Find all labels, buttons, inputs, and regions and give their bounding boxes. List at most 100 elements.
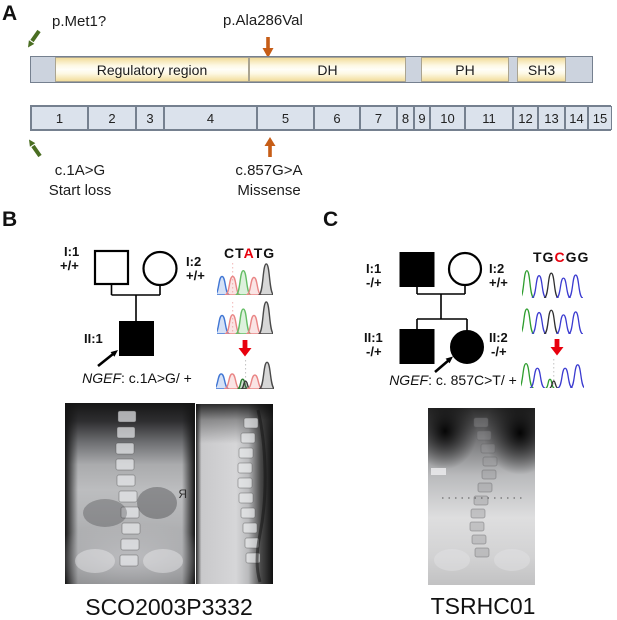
orange-arrow-down-icon [262,37,274,58]
mutation-label-missense: c.857G>A Missense [219,161,319,201]
exon-number: 1 [55,110,64,126]
chromatogram-c-trace-mutant [518,357,586,393]
panel-c-label: C [323,208,339,231]
pedigree-c-mother-genotype: +/+ [489,275,508,290]
pedigree-c-son-id: II:1 [364,330,383,345]
pedigree-b-mother-id: I:2 [186,254,202,269]
exon-number: 10 [440,110,455,126]
mutation-code: c.857G>A [235,162,303,179]
panel-a-label: A [2,2,18,25]
exon-number: 14 [569,110,584,126]
xray-side-marker: Я [178,487,187,501]
red-arrow-down-icon [238,340,252,357]
gene-annotation-b: NGEF: c.1A>G/ + [57,370,217,386]
exon-7: 7 [360,106,397,130]
domain-ph: PH [421,57,509,82]
chromatogram-c-sequence: TGCGG [533,249,589,265]
exon-2: 2 [88,106,136,130]
gene-symbol: NGEF [389,372,429,388]
protein-annotation-start-loss: p.Met1? [52,13,107,30]
exon-number: 12 [518,110,533,126]
domain-label: PH [455,61,475,78]
pedigree-b-proband-symbol [119,321,154,356]
green-arrow-up-left-icon [29,139,42,158]
exon-number: 3 [146,110,154,126]
domain-label: SH3 [527,61,556,78]
seq-after: GG [565,249,590,265]
pedigree-c-son-genotype: -/+ [366,344,382,359]
pedigree-b-father-symbol [93,249,130,286]
seq-before: TG [533,249,555,265]
pedigree-c-proband-genotype: -/+ [491,344,507,359]
pedigree-c-mother-symbol [447,251,483,287]
pedigree-c-mother-id: I:2 [489,261,505,276]
seq-before: CT [224,245,244,261]
protein-annotation-missense: p.Ala286Val [223,12,303,29]
xray-spine-graphic [237,409,267,583]
pedigree-b-father-id: I:1 [64,244,80,259]
seq-mutant-base: A [243,245,254,261]
pedigree-b-mother-symbol [142,250,178,287]
pedigree-c-son-symbol [399,329,435,364]
chromatogram-b-trace-wildtype-2 [213,300,275,339]
chromatogram-c-trace-carrier-1 [518,265,584,303]
green-arrow-down-left-icon [28,29,41,48]
exon-number: 8 [401,110,410,126]
red-arrow-down-icon [550,339,564,356]
pedigree-b-mother-genotype: +/+ [186,268,205,283]
exon-number: 4 [206,110,215,126]
mutation-label-start-loss: c.1A>G Start loss [30,161,130,201]
xray-spine-graphic [75,410,183,573]
exon-12: 12 [513,106,538,130]
xray-caption-b: SCO2003P3332 [85,594,253,620]
protein-domain-bar: Regulatory region DH PH SH3 [30,56,593,83]
gene-variant-text: : c. 857C>T/ + [428,372,517,388]
domain-dh: DH [249,57,406,82]
chromatogram-c-trace-carrier-2 [519,303,584,339]
exon-6: 6 [314,106,360,130]
pedigree-c-father-id: I:1 [366,261,382,276]
xray-lateral-sco2003p3332 [196,404,273,584]
chromatogram-b-sequence: CTATG [224,245,275,261]
domain-regulatory-region: Regulatory region [55,57,249,82]
exon-4: 4 [164,106,257,130]
exon-number: 13 [544,110,559,126]
exon-9: 9 [414,106,430,130]
domain-label: Regulatory region [96,61,208,78]
pedigree-b-father-genotype: +/+ [60,258,79,273]
chromatogram-b-trace-wildtype-1 [213,261,275,300]
xray-frontal-sco2003p3332: Я [65,403,195,584]
exon-13: 13 [538,106,565,130]
pedigree-b-proband-id: II:1 [84,331,103,346]
exon-8: 8 [397,106,414,130]
pedigree-c-proband-id: II:2 [489,330,508,345]
pedigree-c-father-genotype: -/+ [366,275,382,290]
pedigree-b-graphic [93,249,178,368]
exon-bar: 1 2 3 4 5 6 7 8 9 10 11 12 13 14 15 [30,105,612,131]
domain-label: DH [317,61,338,78]
pedigree-c-graphic [399,251,484,373]
mutation-effect: Start loss [48,182,112,199]
exon-14: 14 [565,106,588,130]
chromatogram-b-trace-mutant [212,358,276,394]
gene-variant-text: : c.1A>G/ + [121,370,192,386]
exon-3: 3 [136,106,164,130]
exon-10: 10 [430,106,465,130]
gene-annotation-c: NGEF: c. 857C>T/ + [373,372,533,388]
orange-arrow-up-icon [264,137,276,157]
mutation-effect: Missense [237,182,301,199]
xray-caption-c: TSRHC01 [430,593,536,619]
seq-after: TG [253,245,276,261]
xray-spine-graphic [431,417,530,571]
domain-sh3: SH3 [517,57,566,82]
exon-number: 15 [592,110,608,126]
exon-15: 15 [588,106,612,130]
exon-11: 11 [465,106,513,130]
exon-number: 2 [108,110,116,126]
seq-mutant-base: C [554,249,566,265]
proband-arrow-icon [434,359,450,373]
pedigree-c-proband-symbol [450,330,484,364]
exon-number: 7 [374,110,383,126]
exon-5: 5 [257,106,314,130]
